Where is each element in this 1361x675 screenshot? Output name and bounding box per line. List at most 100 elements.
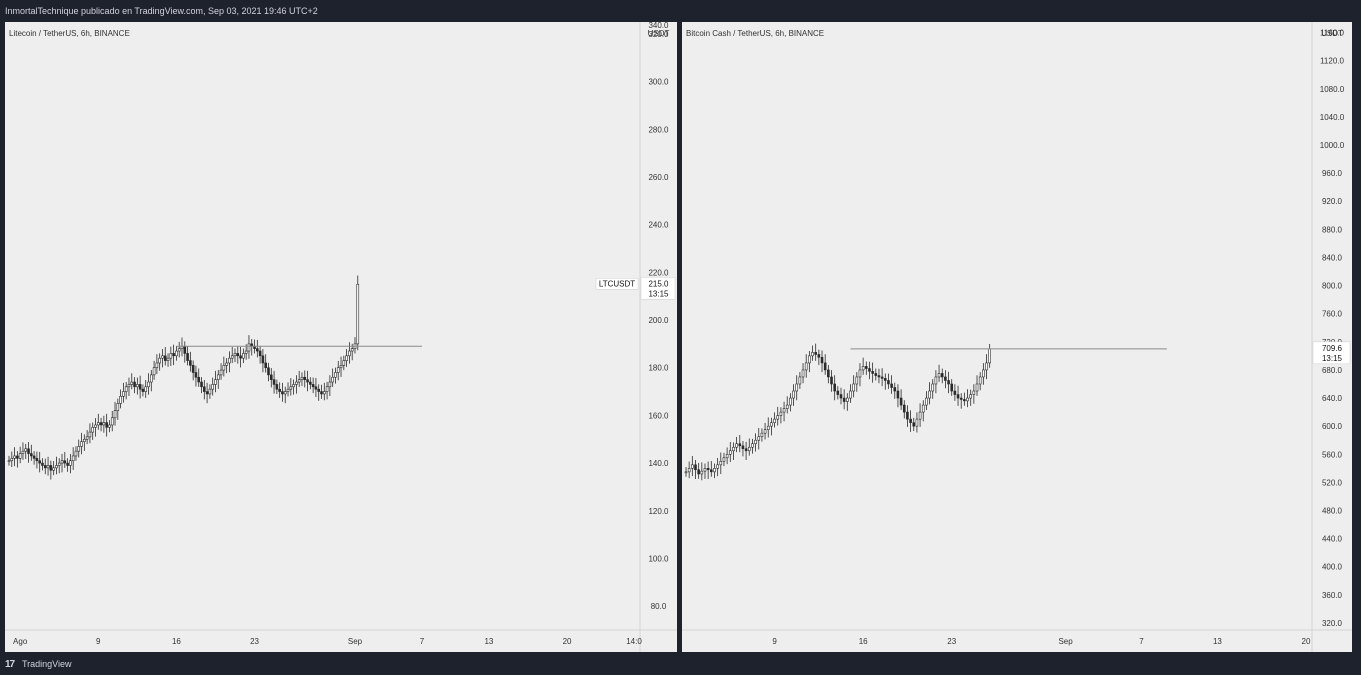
y-tick-label: 80.0 [651, 602, 667, 611]
candle-body [833, 383, 836, 392]
candle-body [320, 391, 323, 395]
candle-body [757, 436, 761, 441]
symbol-label: LTCUSDT [599, 279, 635, 288]
candle-body [912, 422, 916, 427]
litecoin-chart-panel[interactable]: Litecoin / TetherUS, 6h, BINANCE USDT 340.… [5, 22, 677, 652]
x-tick-label: 7 [420, 637, 425, 646]
candle-body [966, 397, 969, 402]
candle-body [703, 468, 707, 472]
candle-body [269, 374, 273, 380]
candle-body [934, 376, 938, 385]
candle-body [96, 422, 100, 426]
candle-body [292, 384, 295, 388]
x-tick-label: 13 [1213, 637, 1222, 646]
publication-header: InmortalTechnique publicado en TradingVi… [0, 0, 1361, 22]
y-tick-label: 300.0 [648, 78, 669, 87]
candle-body [102, 422, 106, 426]
candle-body [855, 376, 859, 385]
candle-body [779, 411, 783, 416]
candle-body [684, 471, 688, 474]
candle-body [124, 386, 128, 392]
candle-body [865, 366, 868, 369]
candle-body [735, 443, 738, 448]
candle-body [339, 365, 343, 369]
y-tick-label: 200.0 [648, 316, 669, 325]
candle-body [147, 381, 150, 388]
y-tick-label: 440.0 [1322, 535, 1343, 544]
litecoin-chart[interactable]: Litecoin / TetherUS, 6h, BINANCE USDT340.… [5, 22, 677, 652]
candle-body [773, 418, 776, 423]
candle-body [766, 425, 770, 430]
candle-body [906, 411, 909, 420]
y-tick-label: 400.0 [1322, 563, 1343, 572]
candle-body [836, 390, 840, 395]
candle-body [849, 390, 852, 399]
candle-body [804, 362, 808, 371]
candle-body [77, 446, 81, 452]
candle-body [267, 367, 270, 376]
candle-body [817, 354, 821, 358]
y-tick-label: 640.0 [1322, 394, 1343, 403]
candle-body [747, 446, 751, 452]
candle-body [141, 388, 145, 392]
y-tick-label: 340.0 [648, 22, 669, 30]
candle-body [32, 455, 36, 459]
y-tick-label: 1080.0 [1320, 85, 1345, 94]
candle-body [899, 397, 903, 406]
candle-body [909, 418, 912, 423]
candle-body [969, 394, 972, 399]
candle-body [175, 350, 178, 357]
candle-body [138, 384, 142, 390]
x-tick-label: 9 [96, 637, 101, 646]
y-tick-label: 100.0 [648, 554, 669, 563]
y-tick-label: 220.0 [648, 268, 669, 277]
candle-body [225, 362, 228, 366]
candle-body [918, 411, 922, 420]
candle-body [700, 470, 704, 475]
x-tick-label: 16 [172, 637, 181, 646]
candle-body [814, 352, 817, 355]
candle-body [325, 386, 329, 392]
candle-body [80, 441, 83, 447]
candle-body [38, 460, 41, 464]
candle-body [211, 384, 214, 390]
candles-group [7, 275, 360, 480]
tradingview-brand: TradingView [22, 659, 72, 669]
y-tick-label: 920.0 [1322, 197, 1343, 206]
candle-body [852, 383, 855, 392]
candle-body [982, 369, 985, 378]
chart-title: Litecoin / TetherUS, 6h, BINANCE [9, 29, 130, 38]
candle-body [183, 345, 187, 354]
candle-body [830, 376, 833, 385]
bitcoin-cash-chart[interactable]: Bitcoin Cash / TetherUS, 6h, BINANCE USDT… [682, 22, 1352, 652]
last-price-tag [1312, 341, 1351, 365]
candle-body [738, 443, 742, 447]
candle-body [186, 353, 189, 361]
y-tick-label: 800.0 [1322, 282, 1343, 291]
candle-body [289, 386, 293, 390]
candle-body [283, 391, 287, 395]
candle-body [172, 353, 175, 357]
x-tick-label: 23 [947, 637, 956, 646]
bitcoin-cash-chart-panel[interactable]: Bitcoin Cash / TetherUS, 6h, BINANCE USDT… [682, 22, 1352, 652]
y-tick-label: 960.0 [1322, 169, 1343, 178]
candle-body [10, 458, 14, 462]
chart-title: Bitcoin Cash / TetherUS, 6h, BINANCE [686, 29, 824, 38]
candle-body [27, 448, 30, 454]
candle-body [719, 461, 723, 466]
y-tick-label: 240.0 [648, 221, 669, 230]
candle-body [931, 383, 935, 392]
last-price-label: 215.0 [648, 279, 669, 288]
candle-body [194, 372, 198, 378]
candle-body [163, 355, 167, 361]
y-tick-label: 280.0 [648, 125, 669, 134]
candle-body [940, 373, 944, 378]
candle-body [116, 403, 120, 411]
candle-body [944, 376, 947, 381]
candle-body [350, 348, 354, 352]
x-tick-label: 13 [484, 637, 493, 646]
candle-body [947, 380, 950, 385]
y-tick-label: 480.0 [1322, 507, 1343, 516]
candle-body [782, 408, 786, 413]
candle-body [152, 367, 156, 376]
